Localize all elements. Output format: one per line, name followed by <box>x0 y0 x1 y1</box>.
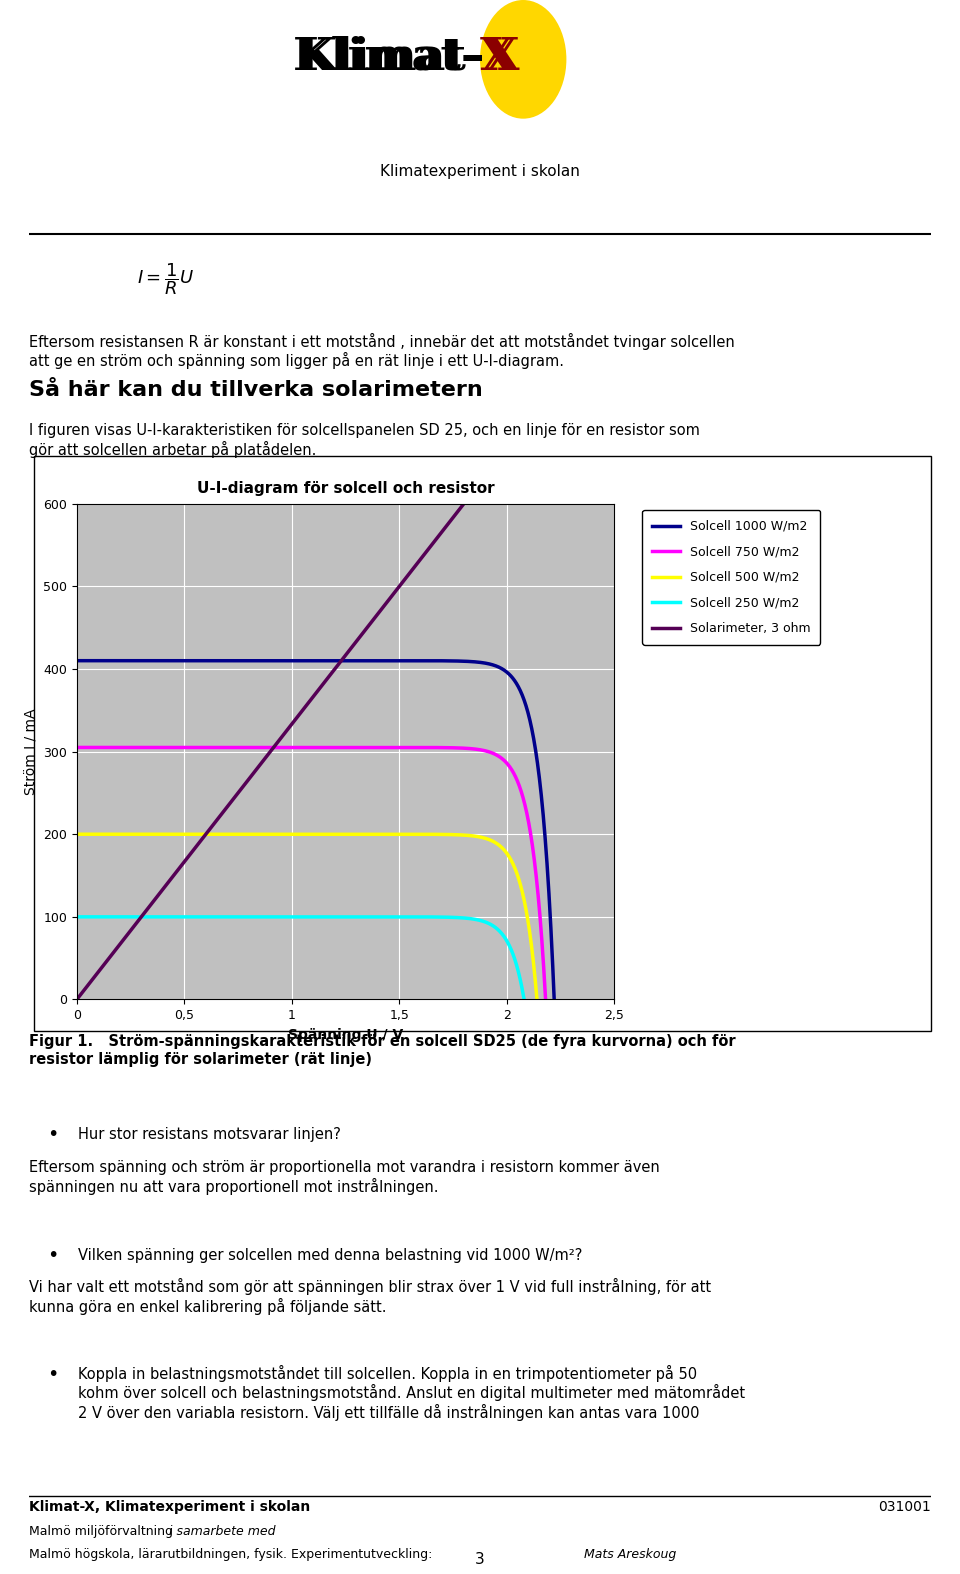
Line: Solcell 1000 W/m2: Solcell 1000 W/m2 <box>77 661 554 999</box>
Solarimeter, 3 ohm <box>457 496 468 515</box>
Solarimeter, 3 ohm <box>98 955 109 974</box>
Text: Klimatexperiment i skolan: Klimatexperiment i skolan <box>380 164 580 179</box>
Solcell 1000 W/m2 <box>264 652 276 671</box>
Solarimeter, 3 ohm <box>190 837 202 856</box>
Solcell 750 W/m2 <box>277 738 289 757</box>
Solcell 1000 W/m2 <box>120 652 132 671</box>
Solcell 1000 W/m2 <box>444 652 455 671</box>
Solarimeter, 3 ohm <box>387 586 398 604</box>
Text: Malmö högskola, lärarutbildningen, fysik. Experimentutveckling:: Malmö högskola, lärarutbildningen, fysik… <box>29 1549 436 1561</box>
Text: Vi har valt ett motstånd som gör att spänningen blir strax över 1 V vid full ins: Vi har valt ett motstånd som gör att spä… <box>29 1278 711 1314</box>
Ellipse shape <box>480 0 566 118</box>
Solcell 750 W/m2 <box>119 738 131 757</box>
Solcell 500 W/m2 <box>531 990 542 1009</box>
Solcell 500 W/m2 <box>118 825 130 844</box>
Text: Klimat-: Klimat- <box>293 36 480 79</box>
Solcell 750 W/m2 <box>260 738 272 757</box>
Title: U-I-diagram för solcell och resistor: U-I-diagram för solcell och resistor <box>197 480 494 496</box>
Text: Koppla in belastningsmotståndet till solcellen. Koppla in en trimpotentiometer p: Koppla in belastningsmotståndet till sol… <box>79 1365 746 1421</box>
Solcell 250 W/m2 <box>428 908 440 927</box>
Solcell 1000 W/m2 <box>398 652 410 671</box>
Solcell 250 W/m2 <box>252 908 263 927</box>
Solcell 500 W/m2 <box>438 825 449 844</box>
Solcell 500 W/m2 <box>387 825 398 844</box>
Text: 031001: 031001 <box>878 1500 931 1514</box>
Solcell 250 W/m2 <box>117 908 129 927</box>
Solcell 750 W/m2 <box>445 738 457 757</box>
Text: •: • <box>47 1245 59 1265</box>
Y-axis label: Ström I / mA: Ström I / mA <box>24 708 37 795</box>
Text: •: • <box>47 1125 59 1144</box>
Text: 3: 3 <box>475 1552 485 1568</box>
Solcell 250 W/m2 <box>420 908 431 927</box>
Solcell 1000 W/m2 <box>281 652 293 671</box>
Solcell 250 W/m2 <box>378 908 390 927</box>
Text: Vilken spänning ger solcellen med denna belastning vid 1000 W/m²?: Vilken spänning ger solcellen med denna … <box>79 1248 583 1262</box>
Text: X: X <box>485 36 519 79</box>
Text: Så här kan du tillverka solarimetern: Så här kan du tillverka solarimetern <box>29 379 483 400</box>
Solcell 500 W/m2 <box>430 825 442 844</box>
Solcell 750 W/m2 <box>540 990 551 1009</box>
Solarimeter, 3 ohm <box>128 918 139 937</box>
Legend: Solcell 1000 W/m2, Solcell 750 W/m2, Solcell 500 W/m2, Solcell 250 W/m2, Solarim: Solcell 1000 W/m2, Solcell 750 W/m2, Sol… <box>642 510 820 645</box>
Line: Solcell 250 W/m2: Solcell 250 W/m2 <box>77 916 524 999</box>
Solarimeter, 3 ohm <box>347 637 358 656</box>
Solcell 250 W/m2 <box>71 907 83 926</box>
Line: Solcell 500 W/m2: Solcell 500 W/m2 <box>77 834 537 999</box>
Text: Hur stor resistans motsvarar linjen?: Hur stor resistans motsvarar linjen? <box>79 1127 342 1143</box>
Line: Solarimeter, 3 ohm: Solarimeter, 3 ohm <box>77 505 463 999</box>
Text: Eftersom resistansen R är konstant i ett motstånd , innebär det att motståndet t: Eftersom resistansen R är konstant i ett… <box>29 332 734 370</box>
Text: Malmö miljöförvaltning: Malmö miljöförvaltning <box>29 1525 177 1538</box>
Solcell 500 W/m2 <box>257 825 269 844</box>
Text: Mats Areskoug: Mats Areskoug <box>584 1549 676 1561</box>
Solcell 1000 W/m2 <box>71 652 83 671</box>
X-axis label: Spänning U / V: Spänning U / V <box>288 1028 403 1042</box>
Solcell 750 W/m2 <box>393 738 404 757</box>
Solarimeter, 3 ohm <box>71 990 83 1009</box>
Solcell 500 W/m2 <box>71 825 83 844</box>
Solcell 250 W/m2 <box>268 908 279 927</box>
Solcell 1000 W/m2 <box>548 990 560 1009</box>
Text: I figuren visas U-I-karakteristiken för solcellspanelen SD 25, och en linje för : I figuren visas U-I-karakteristiken för … <box>29 423 700 458</box>
Line: Solcell 750 W/m2: Solcell 750 W/m2 <box>77 748 545 999</box>
Text: Figur 1.   Ström-spänningskarakteristik för en solcell SD25 (de fyra kurvorna) o: Figur 1. Ström-spänningskarakteristik fö… <box>29 1034 735 1067</box>
Text: •: • <box>47 1365 59 1384</box>
Text: Eftersom spänning och ström är proportionella mot varandra i resistorn kommer äv: Eftersom spänning och ström är proportio… <box>29 1160 660 1195</box>
Text: Klimat-: Klimat- <box>298 36 485 79</box>
Solcell 1000 W/m2 <box>452 652 464 671</box>
Solcell 500 W/m2 <box>274 825 285 844</box>
Text: X: X <box>480 36 515 79</box>
Solcell 250 W/m2 <box>518 990 530 1009</box>
Text: $I = \dfrac{1}{R}U$: $I = \dfrac{1}{R}U$ <box>137 261 194 297</box>
Text: Klimat-X, Klimatexperiment i skolan: Klimat-X, Klimatexperiment i skolan <box>29 1500 310 1514</box>
Solcell 750 W/m2 <box>437 738 448 757</box>
Solarimeter, 3 ohm <box>382 592 394 611</box>
Solcell 750 W/m2 <box>71 738 83 757</box>
Text: i samarbete med: i samarbete med <box>169 1525 276 1538</box>
